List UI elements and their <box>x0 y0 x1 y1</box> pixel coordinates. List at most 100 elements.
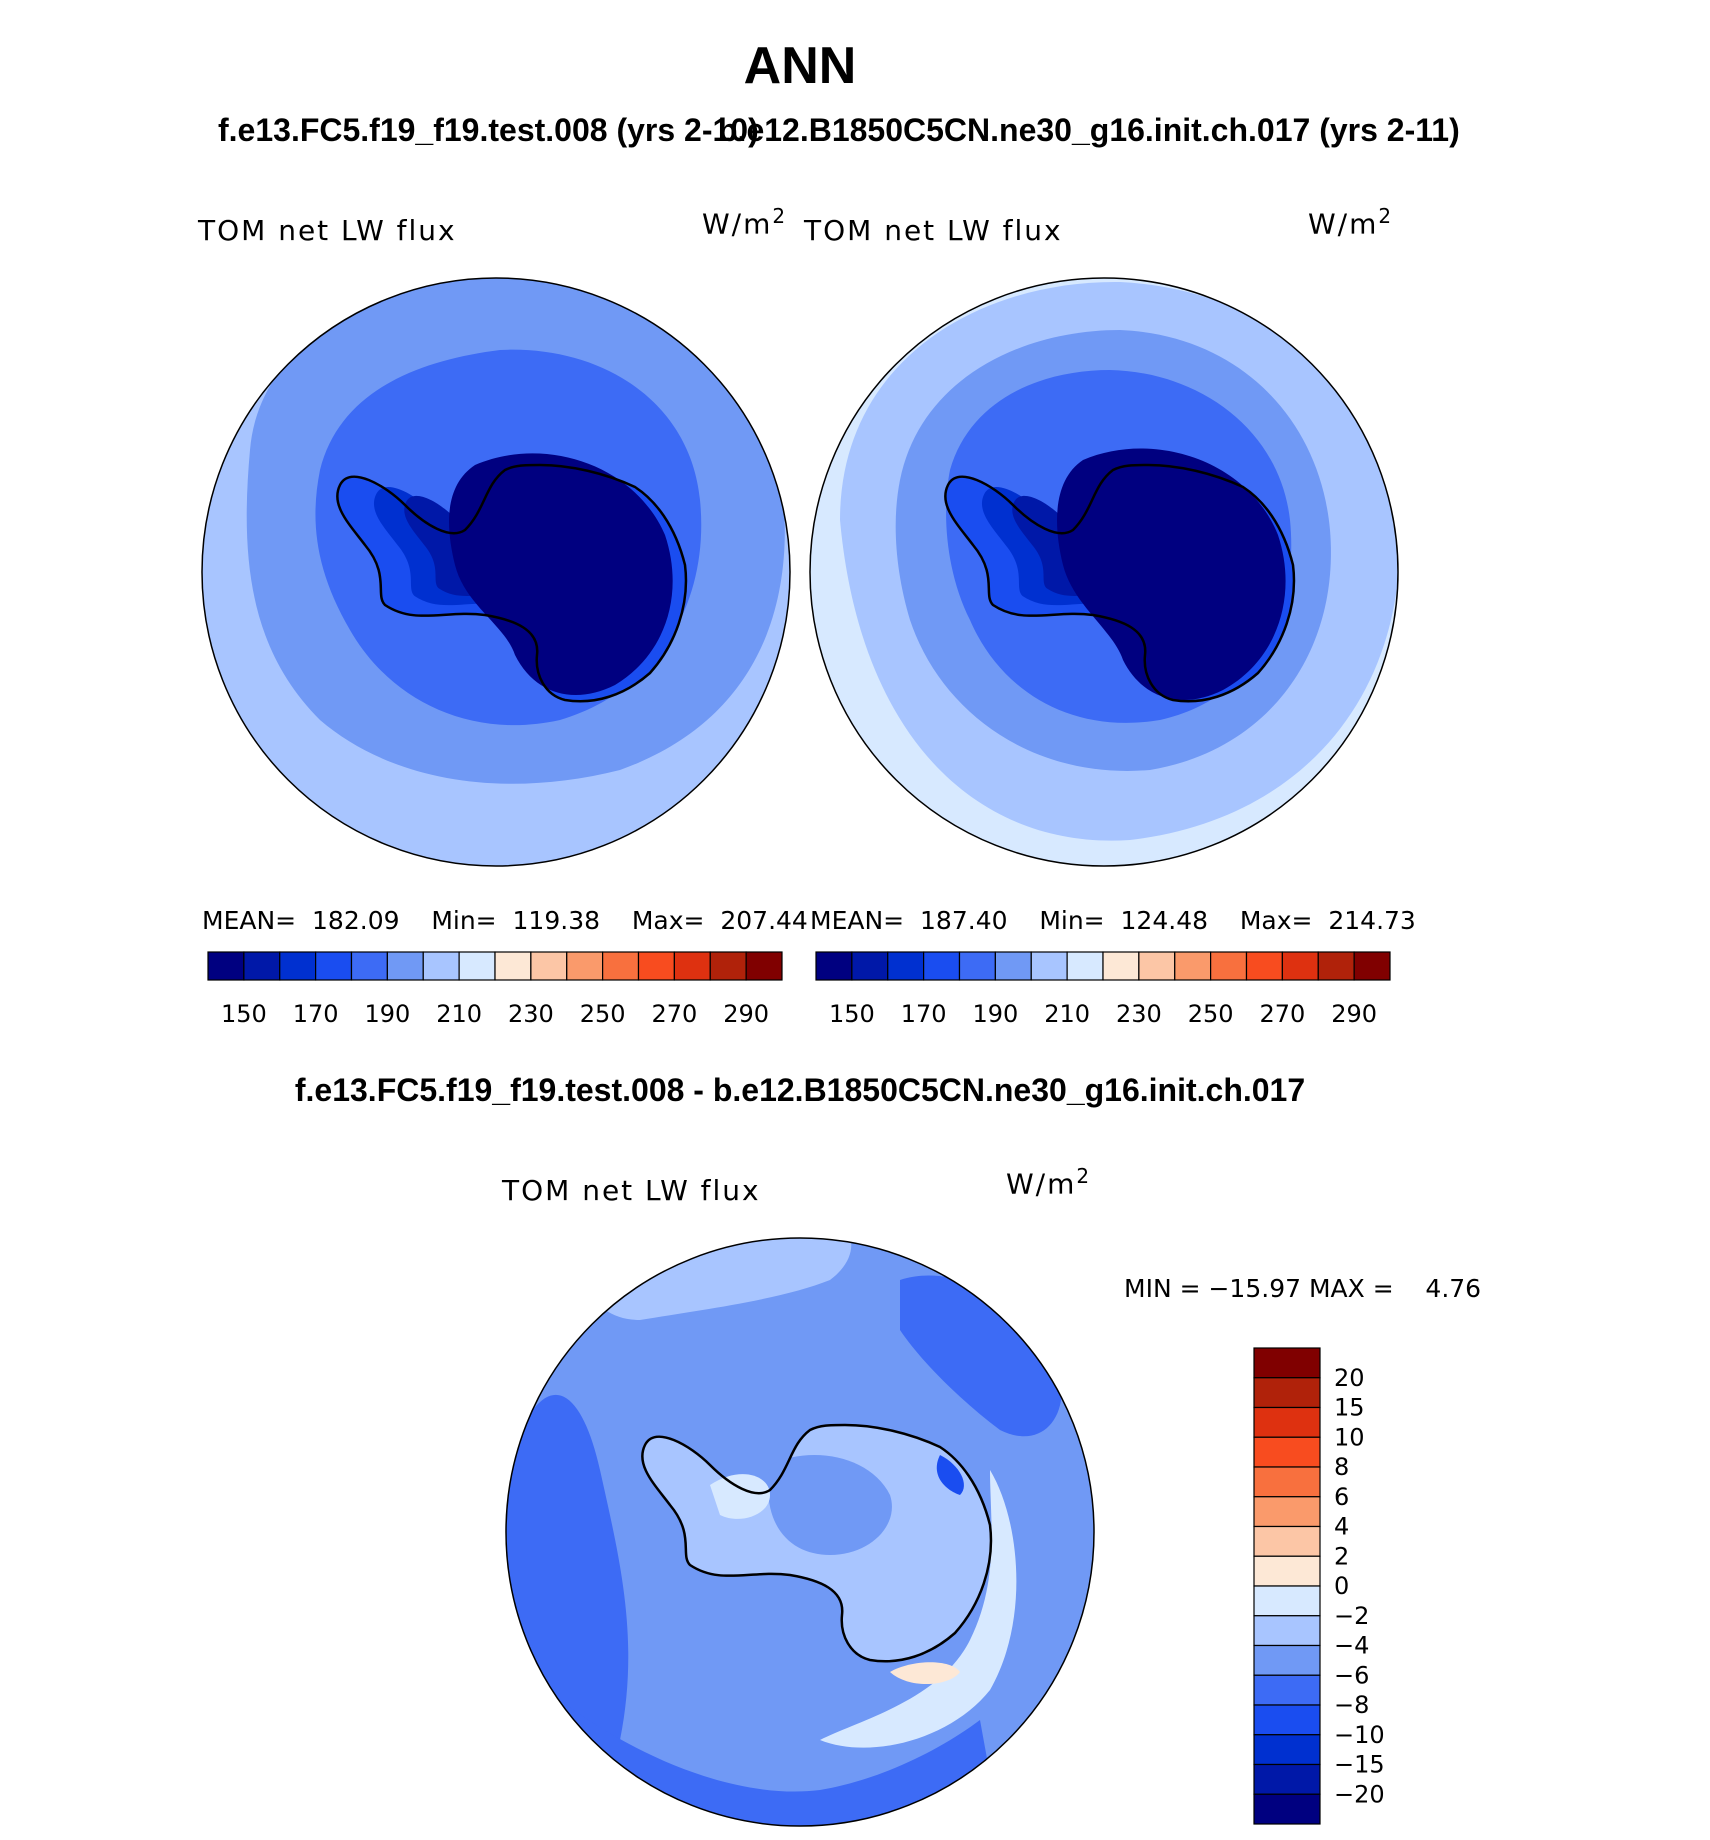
stats-control: MEAN= 187.40 Min= 124.48 Max= 214.73 <box>810 906 1416 935</box>
colorbar-diff-tick-11: −8 <box>1334 1691 1369 1719</box>
colorbar-test-swatch-14 <box>709 951 747 981</box>
stats-test-min: 119.38 <box>512 906 601 935</box>
colorbar-control-tick-270: 270 <box>1259 1000 1305 1028</box>
map-diff-strong-west <box>506 1394 629 1744</box>
colorbar-control-tick-150: 150 <box>829 1000 875 1028</box>
colorbar-test-swatch-11 <box>602 951 640 981</box>
colorbar-diff-swatch-6 <box>1253 1525 1321 1557</box>
colorbar-test-swatch-7 <box>458 951 496 981</box>
colorbar-diff-swatch-12 <box>1253 1704 1321 1736</box>
colorbar-control-swatch-7 <box>1066 951 1104 981</box>
colorbar-diff-tick-14: −20 <box>1334 1780 1385 1808</box>
units-label-control: W/m2 <box>1308 204 1394 241</box>
colorbar-diff-swatch-14 <box>1253 1763 1321 1795</box>
colorbar-diff-tick-1: 15 <box>1334 1394 1365 1422</box>
map-test-border <box>201 277 791 867</box>
subtitle-test: f.e13.FC5.f19_f19.test.008 (yrs 2-10) <box>218 112 759 148</box>
map-diff-coastal-strong-east <box>936 1455 964 1495</box>
map-control-border <box>809 277 1399 867</box>
colorbar-test-tick-170: 170 <box>293 1000 339 1028</box>
colorbar-control: 150 170 190 210 230 250 270 290 <box>815 951 1391 1028</box>
colorbar-test-swatch-6 <box>422 951 460 981</box>
colorbar-control-tick-190: 190 <box>972 1000 1018 1028</box>
colorbar-control-swatch-5 <box>994 951 1032 981</box>
stats-control-max: 214.73 <box>1328 906 1416 935</box>
colorbar-diff-tick-8: −2 <box>1334 1602 1369 1630</box>
colorbar-test-swatch-1 <box>243 951 281 981</box>
colorbar-control-swatch-13 <box>1281 951 1319 981</box>
map-diff-weak-north <box>587 1238 852 1320</box>
colorbar-control-tick-230: 230 <box>1116 1000 1162 1028</box>
colorbar-test-swatch-5 <box>386 951 424 981</box>
colorbar-test-swatch-4 <box>350 951 388 981</box>
colorbar-test-tick-270: 270 <box>651 1000 697 1028</box>
colorbar-control-swatch-2 <box>887 951 925 981</box>
colorbar-diff-tick-0: 20 <box>1334 1364 1365 1392</box>
colorbar-diff-swatch-11 <box>1253 1674 1321 1706</box>
colorbar-diff-swatch-13 <box>1253 1734 1321 1766</box>
colorbar-test-swatch-9 <box>530 951 568 981</box>
stats-control-min: 124.48 <box>1120 906 1209 935</box>
units-label-difference: W/m2 <box>1006 1164 1092 1201</box>
stats-test-mean: 182.09 <box>312 906 400 935</box>
colorbar-diff-tick-4: 6 <box>1334 1483 1349 1511</box>
colorbar-diff-tick-9: −4 <box>1334 1632 1369 1660</box>
colorbar-test-swatch-15 <box>745 951 783 981</box>
map-test-plateau <box>449 453 673 695</box>
map-control <box>809 277 1399 867</box>
colorbar-control-tick-250: 250 <box>1188 1000 1234 1028</box>
variable-label-control: TOM net LW flux <box>804 214 1063 247</box>
map-diff-interior-patch <box>768 1455 892 1555</box>
colorbar-diff-swatch-15 <box>1253 1793 1321 1825</box>
colorbar-diff-tick-5: 4 <box>1334 1513 1349 1541</box>
colorbar-control-swatch-0 <box>815 951 853 981</box>
colorbar-control-tick-210: 210 <box>1044 1000 1090 1028</box>
colorbar-test: 150 170 190 210 230 250 270 290 <box>207 951 783 1028</box>
colorbar-diff-tick-7: 0 <box>1334 1572 1349 1600</box>
colorbar-control-swatch-8 <box>1102 951 1140 981</box>
colorbar-test-tick-150: 150 <box>221 1000 267 1028</box>
colorbar-test-tick-290: 290 <box>723 1000 769 1028</box>
colorbar-test-swatch-2 <box>279 951 317 981</box>
colorbar-diff-swatch-0 <box>1253 1347 1321 1379</box>
colorbar-diff-tick-3: 8 <box>1334 1453 1349 1481</box>
figure-title: ANN <box>743 37 857 95</box>
colorbar-diff-tick-2: 10 <box>1334 1423 1365 1451</box>
colorbar-test-tick-210: 210 <box>436 1000 482 1028</box>
stats-control-mean: 187.40 <box>920 906 1008 935</box>
colorbar-diff-swatch-7 <box>1253 1555 1321 1587</box>
variable-label-difference: TOM net LW flux <box>502 1174 761 1207</box>
stats-test-max: 207.44 <box>720 906 808 935</box>
colorbar-diff-swatch-1 <box>1253 1377 1321 1409</box>
colorbar-diff-swatch-3 <box>1253 1436 1321 1468</box>
colorbar-control-swatch-9 <box>1138 951 1176 981</box>
colorbar-control-tick-290: 290 <box>1331 1000 1377 1028</box>
colorbar-test-swatch-12 <box>637 951 675 981</box>
colorbar-test-tick-190: 190 <box>364 1000 410 1028</box>
colorbar-test-swatch-10 <box>566 951 604 981</box>
colorbar-control-tick-170: 170 <box>901 1000 947 1028</box>
colorbar-control-swatch-1 <box>851 951 889 981</box>
colorbar-test-swatch-0 <box>207 951 245 981</box>
colorbar-test-tick-230: 230 <box>508 1000 554 1028</box>
colorbar-test-swatch-8 <box>494 951 532 981</box>
colorbar-test-swatch-13 <box>673 951 711 981</box>
colorbar-diff-tick-6: 2 <box>1334 1542 1349 1570</box>
map-test <box>201 277 791 867</box>
colorbar-diff-swatch-8 <box>1253 1585 1321 1617</box>
colorbar-diff-tick-13: −15 <box>1334 1751 1385 1779</box>
units-label-test: W/m2 <box>702 204 788 241</box>
map-control-plateau <box>1057 448 1286 700</box>
map-diff-border <box>505 1237 1095 1827</box>
map-diff-interior-light <box>710 1474 770 1519</box>
map-diff-positive-patch <box>890 1662 960 1685</box>
colorbar-test-tick-250: 250 <box>580 1000 626 1028</box>
colorbar-control-swatch-6 <box>1030 951 1068 981</box>
colorbar-diff-tick-12: −10 <box>1334 1721 1385 1749</box>
colorbar-control-swatch-12 <box>1245 951 1283 981</box>
colorbar-diff-swatch-5 <box>1253 1496 1321 1528</box>
colorbar-diff-swatch-9 <box>1253 1615 1321 1647</box>
colorbar-control-swatch-14 <box>1317 951 1355 981</box>
subtitle-difference: f.e13.FC5.f19_f19.test.008 - b.e12.B1850… <box>294 1072 1306 1108</box>
